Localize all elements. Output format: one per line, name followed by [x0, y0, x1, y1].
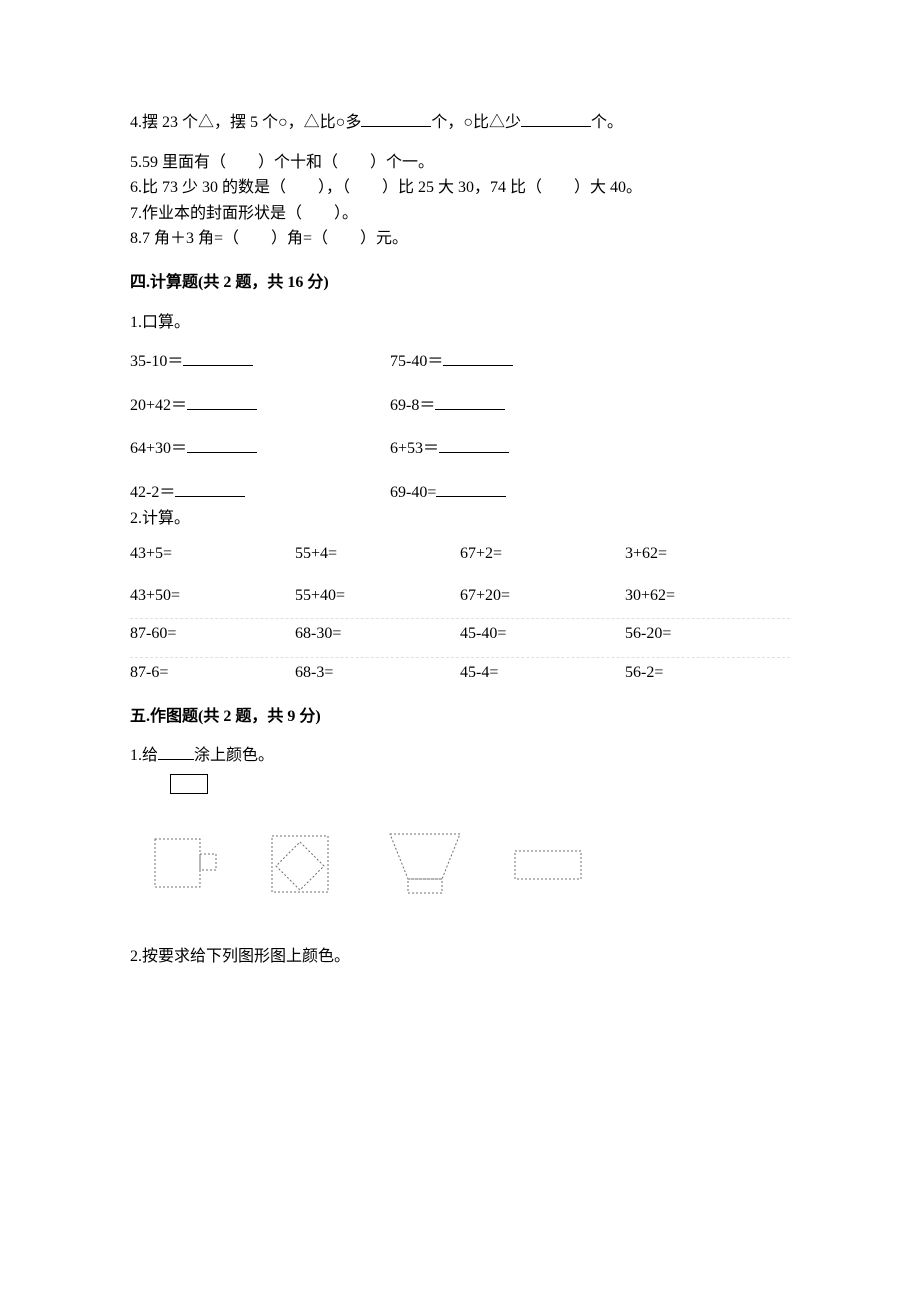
- q4-text-a: 4.摆 23 个△，摆 5 个○，△比○多: [130, 114, 361, 131]
- sec5-q1-b: 涂上颜色。: [194, 747, 274, 764]
- calc-blank: [187, 393, 257, 410]
- rect-icon-wrap: [170, 773, 208, 790]
- sec4-q1-label: 1.口算。: [130, 310, 790, 336]
- calc1-row-3: 64+30＝ 6+53＝: [130, 436, 790, 462]
- calc-cell: 6+53＝: [390, 436, 650, 462]
- calc-cell: 69-8＝: [390, 393, 650, 419]
- calc2-row-1: 43+5= 55+4= 67+2= 3+62=: [130, 541, 790, 567]
- calc-blank: [436, 480, 506, 497]
- shape-rectangle: [510, 839, 590, 889]
- calc-cell: 45-40=: [460, 621, 625, 647]
- calc-expr: 75-40＝: [390, 353, 443, 370]
- calc-expr: 69-40=: [390, 484, 436, 501]
- calc-blank: [183, 349, 253, 366]
- calc-cell: 69-40=: [390, 480, 650, 506]
- calc-expr: 69-8＝: [390, 397, 435, 414]
- calc-expr: 42-2＝: [130, 484, 175, 501]
- separator: [130, 618, 790, 619]
- calc-expr: 64+30＝: [130, 440, 187, 457]
- shape-trapezoid-rect: [380, 824, 470, 904]
- calc-cell: 68-30=: [295, 621, 460, 647]
- question-8: 8.7 角＋3 角=（ ）角=（ ）元。: [130, 226, 790, 252]
- calc-expr: 6+53＝: [390, 440, 439, 457]
- sec5-q1-a: 1.给: [130, 747, 158, 764]
- calc-cell: 3+62=: [625, 541, 790, 567]
- shape-composite-squares: [150, 829, 220, 899]
- calc-cell: 87-6=: [130, 660, 295, 686]
- separator: [130, 657, 790, 658]
- shape-square-diamond: [260, 824, 340, 904]
- calc2-row-4: 87-6= 68-3= 45-4= 56-2=: [130, 660, 790, 686]
- question-7: 7.作业本的封面形状是（ ）。: [130, 201, 790, 227]
- calc-cell: 43+5=: [130, 541, 295, 567]
- calc2-row-2: 43+50= 55+40= 67+20= 30+62=: [130, 583, 790, 609]
- calc1-row-4: 42-2＝ 69-40=: [130, 480, 790, 506]
- calc-cell: 42-2＝: [130, 480, 390, 506]
- calc-cell: 64+30＝: [130, 436, 390, 462]
- calc-cell: 67+2=: [460, 541, 625, 567]
- calc-blank: [435, 393, 505, 410]
- sec4-q2-label: 2.计算。: [130, 506, 790, 532]
- section-5-title: 五.作图题(共 2 题，共 9 分): [130, 704, 790, 730]
- calc-cell: 43+50=: [130, 583, 295, 609]
- calc-cell: 30+62=: [625, 583, 790, 609]
- sec5-q1-underline: [158, 759, 194, 760]
- calc1-row-2: 20+42＝ 69-8＝: [130, 393, 790, 419]
- calc-cell: 67+20=: [460, 583, 625, 609]
- question-4: 4.摆 23 个△，摆 5 个○，△比○多 个，○比△少 个。: [130, 110, 790, 136]
- calc-blank: [187, 436, 257, 453]
- calc-cell: 20+42＝: [130, 393, 390, 419]
- question-5: 5.59 里面有（ ）个十和（ ）个一。: [130, 150, 790, 176]
- sec5-q2: 2.按要求给下列图形图上颜色。: [130, 944, 790, 970]
- rectangle-icon: [170, 774, 208, 794]
- calc-cell: 35-10＝: [130, 349, 390, 375]
- calc1-row-1: 35-10＝ 75-40＝: [130, 349, 790, 375]
- sec5-q1: 1.给 涂上颜色。: [130, 743, 790, 794]
- calc-blank: [439, 436, 509, 453]
- calc-expr: 20+42＝: [130, 397, 187, 414]
- section-4-title: 四.计算题(共 2 题，共 16 分): [130, 270, 790, 296]
- calc-cell: 87-60=: [130, 621, 295, 647]
- calc-cell: 45-4=: [460, 660, 625, 686]
- calc2-row-3: 87-60= 68-30= 45-40= 56-20=: [130, 621, 790, 647]
- q4-text-b: 个，○比△少: [431, 114, 521, 131]
- calc-blank: [443, 349, 513, 366]
- calc-blank: [175, 480, 245, 497]
- question-6: 6.比 73 少 30 的数是（ ），（ ）比 25 大 30，74 比（ ）大…: [130, 175, 790, 201]
- calc-cell: 55+4=: [295, 541, 460, 567]
- calc-cell: 55+40=: [295, 583, 460, 609]
- q4-blank-2: [521, 110, 591, 127]
- calc-cell: 68-3=: [295, 660, 460, 686]
- q4-blank-1: [361, 110, 431, 127]
- calc-cell: 56-2=: [625, 660, 790, 686]
- q4-text-c: 个。: [591, 114, 623, 131]
- calc-expr: 35-10＝: [130, 353, 183, 370]
- calc-cell: 56-20=: [625, 621, 790, 647]
- calc-cell: 75-40＝: [390, 349, 650, 375]
- shapes-row: [150, 824, 790, 904]
